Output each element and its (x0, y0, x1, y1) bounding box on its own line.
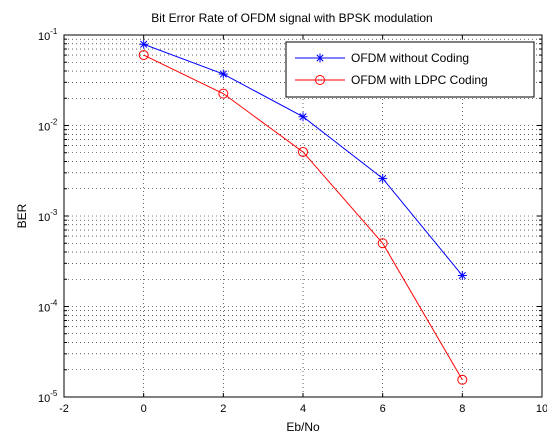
chart-title: Bit Error Rate of OFDM signal with BPSK … (151, 11, 432, 25)
series-layer (138, 39, 468, 385)
asterisk-stroke (219, 70, 227, 78)
asterisk-stroke (316, 54, 324, 62)
x-tick-label: -2 (59, 403, 69, 415)
x-tick-label: 4 (300, 403, 306, 415)
data-point-asterisk (298, 112, 308, 122)
asterisk-stroke (379, 174, 387, 183)
x-tick-label: 6 (380, 403, 386, 415)
axes-ticks: -2 0 2 4 6 8 10 10-5 10-4 10-3 10-2 10-1 (38, 27, 547, 415)
asterisk-stroke (458, 271, 466, 280)
x-tick-label: 8 (459, 403, 465, 415)
data-point-circle (138, 50, 149, 61)
x-axis-label: Eb/No (286, 420, 320, 434)
data-point-asterisk (457, 271, 467, 281)
asterisk-stroke (140, 40, 148, 48)
y-tick-label: 10-4 (38, 299, 58, 315)
data-point-circle (315, 75, 325, 85)
y-tick-label: 10-3 (38, 208, 58, 224)
data-point-asterisk (139, 39, 149, 49)
y-axis-label: BER (15, 203, 29, 228)
data-point-circle (218, 88, 229, 99)
legend-label-ldpc-coding: OFDM with LDPC Coding (351, 73, 488, 87)
legend-marker-asterisk (315, 53, 325, 63)
legend-marker-circle (315, 75, 325, 85)
legend-label-without-coding: OFDM without Coding (351, 51, 469, 65)
x-tick-label: 0 (141, 403, 147, 415)
legend-box (285, 41, 535, 98)
y-tick-label: 10-2 (38, 118, 58, 134)
data-point-circle (377, 238, 388, 249)
data-point-circle (457, 374, 468, 385)
series-line-ldpc-coding (143, 54, 463, 381)
data-point-asterisk (315, 53, 325, 63)
data-point-asterisk (218, 69, 228, 79)
asterisk-stroke (299, 113, 307, 121)
y-tick-label: 10-5 (38, 389, 58, 405)
x-tick-label: 2 (220, 403, 226, 415)
data-point-circle (298, 146, 308, 157)
legend: OFDM without Coding OFDM with LDPC Codin… (285, 41, 535, 98)
y-tick-label: 10-1 (38, 27, 58, 43)
x-tick-label: 10 (536, 403, 547, 415)
data-point-asterisk (378, 173, 388, 183)
